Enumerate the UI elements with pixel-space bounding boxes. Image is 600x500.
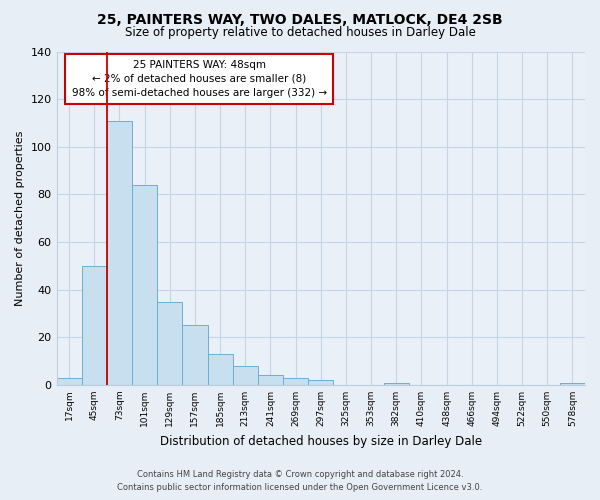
Bar [82, 266, 107, 385]
Text: Size of property relative to detached houses in Darley Dale: Size of property relative to detached ho… [125, 26, 475, 39]
Text: Contains HM Land Registry data © Crown copyright and database right 2024.
Contai: Contains HM Land Registry data © Crown c… [118, 470, 482, 492]
Text: 25, PAINTERS WAY, TWO DALES, MATLOCK, DE4 2SB: 25, PAINTERS WAY, TWO DALES, MATLOCK, DE… [97, 12, 503, 26]
Bar [157, 302, 182, 385]
Y-axis label: Number of detached properties: Number of detached properties [15, 130, 25, 306]
X-axis label: Distribution of detached houses by size in Darley Dale: Distribution of detached houses by size … [160, 434, 482, 448]
Bar [182, 326, 208, 385]
Text: 25 PAINTERS WAY: 48sqm
← 2% of detached houses are smaller (8)
98% of semi-detac: 25 PAINTERS WAY: 48sqm ← 2% of detached … [71, 60, 327, 98]
Bar [208, 354, 233, 385]
Bar [308, 380, 334, 385]
Bar [56, 378, 82, 385]
Bar [233, 366, 258, 385]
Bar [560, 382, 585, 385]
Bar [258, 376, 283, 385]
Bar [107, 120, 132, 385]
Bar [383, 382, 409, 385]
Bar [132, 185, 157, 385]
Bar [283, 378, 308, 385]
